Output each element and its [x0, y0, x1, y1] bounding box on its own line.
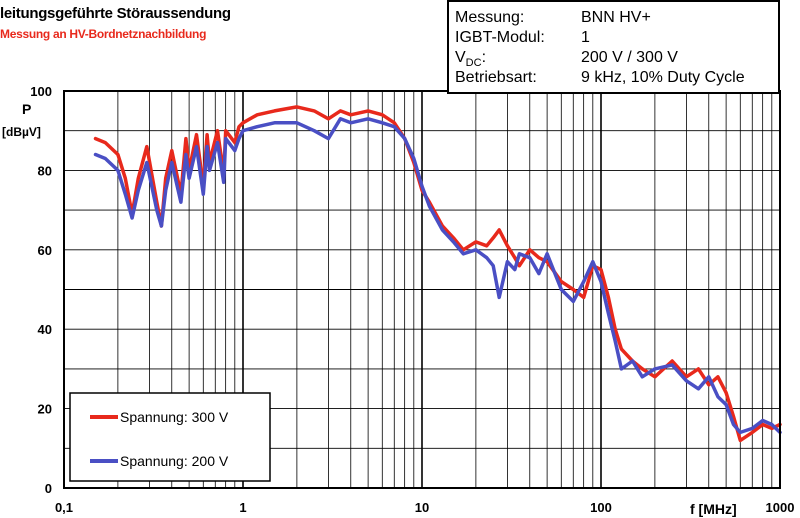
info-label: Betriebsart:: [455, 69, 537, 86]
y-tick-label: 20: [38, 402, 52, 417]
ticks: 0,1 1 10 100 1000 0 20 40 60 80 100: [30, 84, 794, 515]
y-tick-label: 40: [38, 322, 52, 337]
info-label: IGBT-Modul:: [455, 29, 545, 46]
info-value: BNN HV+: [581, 9, 651, 26]
info-row-messung: Messung: BNN HV+: [455, 8, 651, 28]
measurement-info-box: Messung: BNN HV+ IGBT-Modul: 1 VDC: 200 …: [447, 0, 780, 94]
y-tick-label: 0: [45, 481, 52, 496]
info-row-igbt-modul: IGBT-Modul: 1: [455, 28, 590, 48]
x-tick-label: 0,1: [55, 500, 73, 515]
info-row-betriebsart: Betriebsart: 9 kHz, 10% Duty Cycle: [455, 68, 745, 88]
info-label: Messung:: [455, 9, 525, 26]
series-line-200v: [93, 117, 782, 435]
info-value: 1: [581, 29, 590, 46]
x-tick-label: 10: [415, 500, 429, 515]
chart-subtitle: Messung an HV-Bordnetznachbildung: [0, 27, 207, 41]
chart-title: leitungsgeführte Störaussendung: [0, 5, 231, 22]
legend-label-200v: Spannung: 200 V: [120, 453, 229, 469]
x-tick-label: 100: [590, 500, 612, 515]
legend-box: [69, 392, 271, 482]
series-layer: [93, 105, 782, 443]
x-tick-label: 1: [239, 500, 246, 515]
x-axis-label: f [MHz]: [690, 501, 737, 517]
y-tick-label: 60: [38, 243, 52, 258]
legend-label-300v: Spannung: 300 V: [120, 409, 229, 425]
info-label: VDC:: [455, 49, 487, 70]
info-label-tail: :: [481, 49, 487, 66]
info-label-main: V: [455, 49, 466, 66]
info-row-vdc: VDC: 200 V / 300 V: [455, 48, 678, 70]
info-label-sub: DC: [465, 57, 482, 70]
info-value: 9 kHz, 10% Duty Cycle: [581, 69, 745, 86]
plot-frame: [63, 90, 781, 489]
y-tick-label: 100: [30, 84, 52, 99]
y-tick-label: 80: [38, 163, 52, 178]
info-value: 200 V / 300 V: [581, 49, 678, 66]
y-axis-unit: [dBµV]: [2, 125, 41, 139]
y-axis-label: P: [22, 101, 31, 117]
x-tick-label: 1000: [766, 500, 795, 515]
legend: Spannung: 300 V Spannung: 200 V: [69, 392, 271, 482]
